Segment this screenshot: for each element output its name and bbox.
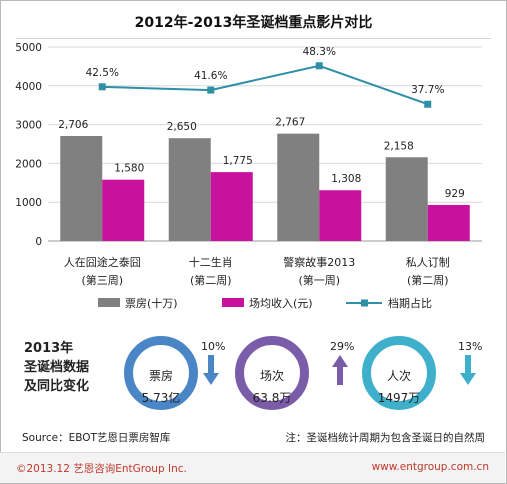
x-tick-note: (第二周) (407, 273, 449, 287)
arrow-down-icon (460, 355, 476, 385)
share-label: 42.5% (86, 67, 119, 79)
share-label: 37.7% (411, 84, 444, 96)
legend-label: 场均收入(元) (249, 296, 313, 310)
legend-label: 票房(十万) (125, 296, 178, 310)
share-marker (98, 83, 106, 91)
share-marker (424, 100, 432, 108)
stat-ring-admissions: 人次 1497万 (362, 336, 436, 410)
y-tick-label: 4000 (15, 81, 42, 93)
data-label: 2,767 (275, 117, 305, 129)
stat-key-box-office: 票房 (148, 369, 173, 383)
y-tick-label: 5000 (15, 42, 42, 54)
bar-avg-revenue (102, 179, 145, 241)
data-label: 929 (445, 188, 465, 200)
data-label: 2,650 (167, 121, 197, 133)
summary-label-line-2: 圣诞档数据 (24, 360, 90, 375)
x-tick-note: (第二周) (190, 273, 232, 287)
x-tick-label: 警察故事2013 (283, 255, 355, 269)
x-tick-label: 十二生肖 (189, 255, 233, 269)
stat-ring-box-office: 票房 5.73亿 (124, 336, 198, 410)
share-label: 41.6% (194, 70, 227, 82)
legend-swatch (222, 298, 244, 307)
arrow-down-icon (203, 355, 219, 385)
bar-avg-revenue (210, 172, 253, 241)
y-tick-label: 2000 (15, 158, 42, 170)
share-line (102, 64, 429, 106)
x-tick-note: (第一周) (298, 273, 340, 287)
x-tick-note: (第三周) (81, 273, 123, 287)
share-marker (315, 62, 323, 70)
stat-key-admissions: 人次 (386, 369, 411, 383)
y-tick-label: 1000 (15, 197, 42, 209)
share-marker (207, 86, 215, 94)
y-tick-label: 3000 (15, 120, 42, 132)
data-label: 2,706 (58, 119, 88, 131)
bar-box-office (277, 133, 320, 241)
data-label: 1,308 (331, 173, 361, 185)
share-label: 48.3% (303, 46, 336, 58)
stat-change-screenings: 29% (330, 340, 355, 353)
chart-title: 2012年-2013年圣诞档重点影片对比 (134, 15, 373, 31)
footer: ©2013.12 艺恩咨询EntGroup Inc. www.entgroup.… (0, 452, 505, 483)
summary-label-line-1: 2013年 (24, 341, 74, 356)
data-label: 2,158 (384, 140, 414, 152)
bar-box-office (60, 136, 103, 241)
x-tick-label: 人在囧途之泰囧 (64, 255, 141, 269)
summary-label-line-3: 及同比变化 (24, 379, 90, 394)
y-tick-label: 0 (35, 236, 42, 248)
data-label: 1,580 (114, 163, 144, 175)
stat-change-admissions: 13% (458, 340, 483, 353)
period-note: 注：圣诞档统计周期为包含圣诞日的自然周 (285, 432, 486, 444)
data-label: 1,775 (223, 155, 253, 167)
bar-avg-revenue (427, 204, 470, 241)
bar-avg-revenue (319, 190, 362, 241)
title-divider (16, 38, 491, 39)
arrow-up-icon (332, 355, 348, 385)
legend-marker (361, 299, 368, 307)
stat-value-screenings: 63.8万 (252, 391, 292, 405)
bar-box-office (168, 138, 211, 241)
stat-value-admissions: 1497万 (377, 391, 421, 405)
stat-value-box-office: 5.73亿 (141, 391, 181, 405)
x-tick-label: 私人订制 (406, 256, 450, 269)
copyright: ©2013.12 艺恩咨询EntGroup Inc. (16, 463, 187, 475)
website-link[interactable]: www.entgroup.com.cn (371, 461, 489, 473)
stat-change-box-office: 10% (201, 340, 226, 353)
summary-label: 2013年 圣诞档数据 及同比变化 (24, 339, 89, 396)
source-note: Source：EBOT艺恩日票房智库 (22, 432, 171, 444)
stat-ring-screenings: 场次 63.8万 (235, 336, 309, 410)
bar-box-office (385, 157, 428, 241)
legend-swatch (98, 298, 120, 307)
legend-label: 档期占比 (388, 296, 432, 310)
stat-key-screenings: 场次 (259, 369, 284, 383)
bar-line-chart: 0 1000 2000 3000 4000 5000 2,706 1,580 人在囧途之泰囧 (第… (15, 42, 482, 310)
